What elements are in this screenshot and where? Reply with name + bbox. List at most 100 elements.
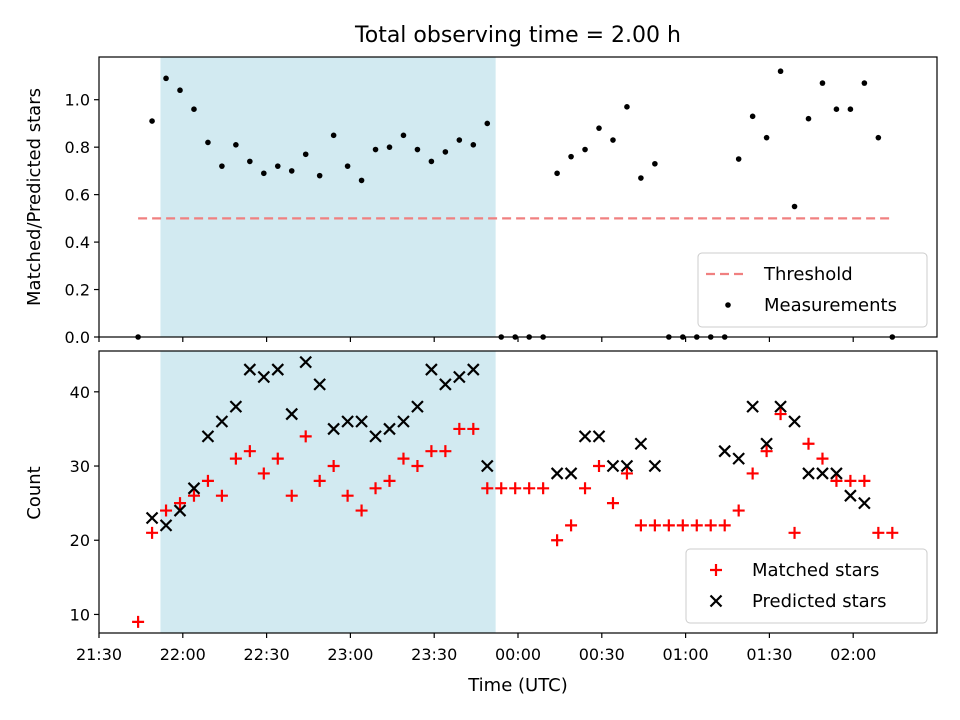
measurement-point [344, 163, 351, 169]
legend-label: Measurements [764, 295, 897, 316]
measurement-point [861, 80, 868, 86]
matched-star-point [411, 460, 424, 473]
matched-star-point [606, 497, 619, 510]
matched-star-point [565, 519, 578, 532]
predicted-star-point [760, 437, 773, 451]
measurement-point [805, 115, 812, 122]
matched-star-point [201, 474, 214, 487]
matched-star-point [620, 467, 633, 480]
predicted-star-point [439, 378, 452, 391]
matched-star-point [439, 445, 452, 458]
shaded-observing-window [160, 351, 496, 633]
measurement-point [833, 106, 840, 113]
predicted-star-point [592, 430, 606, 443]
series-matched-stars [132, 408, 899, 628]
matched-star-point [774, 408, 787, 421]
x-tick-label: 00:30 [579, 645, 625, 664]
measurement-point [819, 80, 826, 86]
predicted-star-point [718, 444, 731, 458]
predicted-star-point [709, 594, 723, 608]
matched-star-point [146, 526, 159, 539]
predicted-star-point [173, 504, 187, 517]
matched-star-point [341, 489, 354, 502]
matched-star-point [243, 445, 256, 458]
measurement-point [484, 120, 491, 127]
y-tick-label: 0.6 [65, 186, 90, 205]
matched-star-point [299, 430, 312, 443]
series-measurements [135, 68, 896, 340]
legend-label: Threshold [763, 264, 853, 285]
measurement-point [554, 170, 560, 177]
measurement-point [428, 158, 435, 165]
measurement-point [470, 141, 477, 148]
legend: Threshold Measurements [697, 252, 928, 328]
x-tick-label: 21:30 [76, 645, 122, 664]
measurement-point [442, 149, 449, 155]
predicted-star-point [634, 437, 648, 451]
x-tick-label: 22:00 [160, 645, 206, 664]
matched-star-point [509, 482, 522, 495]
predicted-star-point [243, 363, 257, 376]
matched-star-point [746, 467, 759, 480]
y-tick-label: 0.0 [65, 328, 90, 347]
matched-star-point [271, 452, 284, 465]
measurement-point [610, 137, 616, 143]
predicted-star-point [858, 496, 871, 510]
predicted-star-point [550, 467, 564, 480]
y-tick-label: 40 [70, 383, 90, 402]
predicted-star-point [844, 489, 857, 502]
matched-star-point [327, 460, 340, 473]
measurement-point [219, 163, 225, 169]
measurement-point [191, 106, 197, 113]
x-tick-label: 01:00 [663, 645, 709, 664]
matched-star-point [355, 504, 368, 517]
measurement-point [149, 118, 155, 124]
predicted-star-point [467, 363, 480, 376]
matched-star-point [830, 474, 843, 487]
matched-star-point [732, 504, 745, 517]
predicted-star-point [578, 430, 592, 443]
measurement-point [777, 68, 784, 75]
matched-star-point [676, 519, 689, 532]
measurement-point [400, 132, 407, 139]
measurement-point [763, 134, 770, 141]
predicted-star-point [606, 459, 620, 473]
predicted-star-point [327, 422, 340, 436]
predicted-star-point [159, 519, 173, 532]
predicted-star-point [816, 467, 829, 480]
predicted-star-point [145, 511, 159, 525]
matched-star-point [215, 489, 228, 502]
matched-star-point [648, 519, 661, 532]
matched-star-point [257, 467, 270, 480]
matched-star-point [174, 497, 187, 510]
matched-star-point [718, 519, 731, 532]
measurement-point [596, 125, 602, 131]
predicted-star-point [453, 370, 466, 384]
predicted-star-point [341, 415, 354, 428]
matched-star-point [593, 460, 606, 473]
predicted-star-point [564, 467, 578, 480]
y-tick-label: 1.0 [65, 91, 90, 110]
x-tick-label: 02:00 [830, 645, 876, 664]
predicted-star-point [746, 400, 759, 413]
predicted-star-point [271, 363, 285, 376]
measurement-point [582, 146, 588, 153]
matched-star-point [579, 482, 592, 495]
matched-star-point [844, 474, 857, 487]
matched-star-point [313, 474, 326, 487]
matched-star-point [551, 534, 564, 547]
predicted-star-point [480, 459, 494, 473]
predicted-star-point [355, 415, 368, 428]
matched-star-point [886, 526, 899, 539]
matched-star-point [662, 519, 675, 532]
y-tick-label: 20 [70, 531, 90, 550]
measurement-point [624, 104, 630, 110]
top-y-axis-label: Matched/Predicted stars [24, 88, 45, 306]
measurement-point [735, 156, 742, 162]
matched-star-point [132, 615, 145, 628]
matched-star-point [537, 482, 550, 495]
predicted-star-point [215, 415, 229, 428]
predicted-star-point [257, 370, 271, 384]
matched-star-point [858, 474, 871, 487]
count-panel: 10 20 30 40 21:30 22:00 22:30 23:00 23:30 00:00 00… [70, 350, 938, 664]
